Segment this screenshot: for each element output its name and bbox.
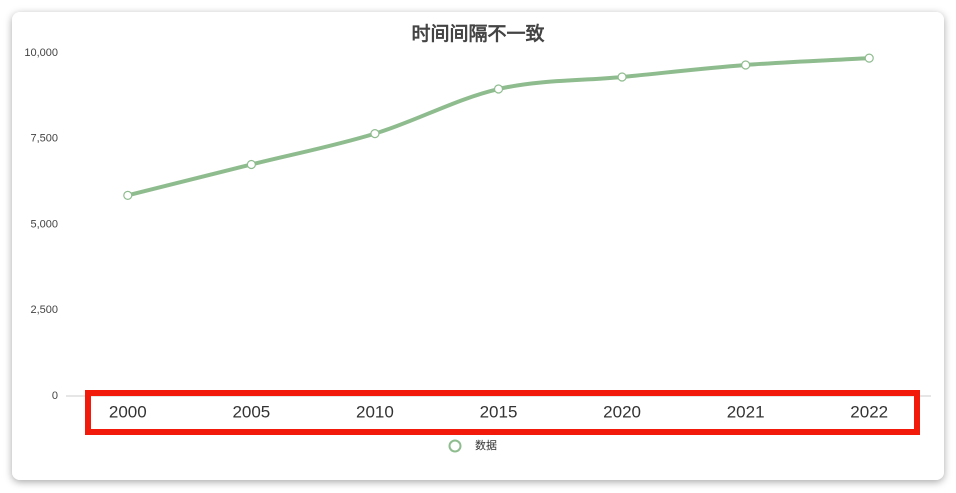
y-tick-label: 2,500: [30, 304, 58, 316]
chart-title: 时间间隔不一致: [411, 22, 545, 45]
y-tick-label: 5,000: [30, 218, 58, 230]
y-tick-label: 0: [52, 390, 58, 402]
x-tick-label: 2005: [232, 402, 270, 421]
point: [370, 129, 380, 139]
x-tick-label: 2010: [356, 402, 394, 421]
point: [864, 53, 874, 63]
legend-label: 数据: [475, 438, 497, 452]
point: [741, 60, 751, 70]
x-tick-label: 2015: [480, 402, 518, 421]
x-tick-label: 2021: [727, 402, 765, 421]
point: [493, 84, 504, 94]
card: [12, 12, 944, 480]
plot: 0 2,500 5,000 7,500 10,000 2000 2005 2010 2015 20…: [24, 47, 931, 453]
point: [123, 190, 133, 200]
legend-marker: [448, 439, 462, 453]
highlight-box: [85, 390, 920, 435]
y-tick-label: 10,000: [24, 47, 58, 59]
point: [246, 159, 256, 170]
point: [617, 72, 627, 82]
x-tick-label: 2000: [109, 402, 147, 421]
y-tick-label: 7,500: [30, 133, 58, 145]
x-tick-label: 2020: [603, 402, 641, 421]
x-tick-label: 2022: [850, 402, 888, 421]
